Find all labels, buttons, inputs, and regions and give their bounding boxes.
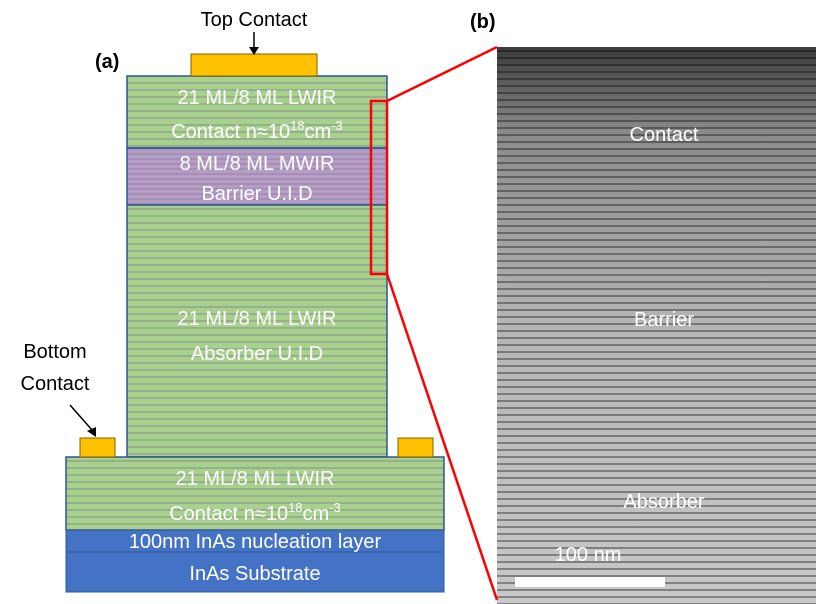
panel-label: (a) xyxy=(95,51,119,73)
layer-text: 100nm InAs nucleation layer xyxy=(129,531,382,553)
text: Contact n≈10 xyxy=(171,121,290,143)
arrow xyxy=(70,405,92,430)
text: Contact n≈10 xyxy=(169,503,288,525)
layer-text: Absorber U.I.D xyxy=(191,343,323,365)
zoom-line xyxy=(387,47,497,101)
text: cm xyxy=(303,503,330,525)
tem-label: Absorber xyxy=(623,491,704,513)
superscript: 18 xyxy=(288,500,302,515)
bottom-metal xyxy=(80,438,115,457)
layer-text: InAs Substrate xyxy=(189,563,320,585)
layer-text: 21 ML/8 ML LWIR xyxy=(178,87,337,109)
layer-text: Contact n≈1018cm-3 xyxy=(171,118,343,143)
absorber-layer xyxy=(127,205,387,457)
superscript: -3 xyxy=(331,118,343,133)
scale-bar xyxy=(515,577,665,587)
layer-text: 21 ML/8 ML LWIR xyxy=(178,308,337,330)
figure: Top Contact (a) (b) Bottom Contact 21 ML… xyxy=(0,0,816,604)
bottom-metal xyxy=(398,438,433,457)
layer-text: 21 ML/8 ML LWIR xyxy=(176,468,335,490)
label: Top Contact xyxy=(201,9,308,31)
superscript: -3 xyxy=(329,500,341,515)
label: Contact xyxy=(21,373,90,395)
scale-label: 100 nm xyxy=(555,544,622,566)
superscript: 18 xyxy=(290,118,304,133)
tem-label: Contact xyxy=(630,124,699,146)
top-metal xyxy=(191,54,317,76)
layer-text: Barrier U.I.D xyxy=(201,183,312,205)
tem-label: Barrier xyxy=(634,309,694,331)
text: cm xyxy=(305,121,332,143)
layer-text: Contact n≈1018cm-3 xyxy=(169,500,341,525)
panel-label: (b) xyxy=(470,11,496,33)
layer-text: 8 ML/8 ML MWIR xyxy=(180,153,335,175)
label: Bottom xyxy=(23,341,86,363)
